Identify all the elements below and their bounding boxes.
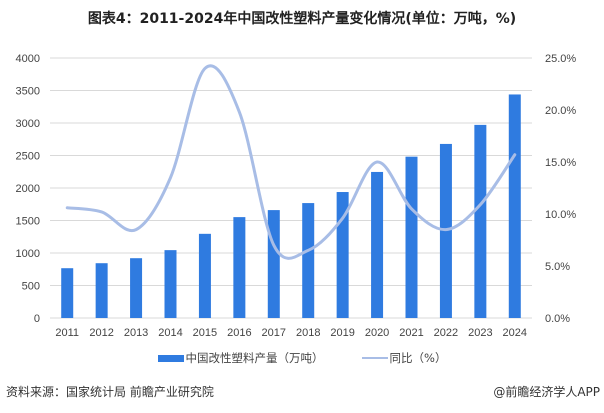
legend-swatch-line (361, 357, 388, 359)
bar-2021 (405, 156, 418, 318)
x-tick-label: 2018 (296, 327, 320, 339)
x-tick-label: 2016 (227, 327, 251, 339)
right-tick-label: 25.0% (545, 53, 576, 65)
x-tick-label: 2013 (124, 327, 148, 339)
bar-2014 (164, 250, 177, 318)
x-tick-label: 2020 (365, 327, 389, 339)
right-tick-label: 15.0% (545, 157, 576, 169)
source-note: 资料来源：国家统计局 前瞻产业研究院 (6, 385, 214, 399)
legend-item-bar: 中国改性塑料产量（万吨） (157, 350, 324, 366)
x-tick-label: 2022 (434, 327, 458, 339)
left-tick-label: 2500 (16, 151, 40, 163)
bar-2024 (508, 94, 521, 318)
legend-item-line: 同比（%） (361, 350, 447, 366)
chart-title: 图表4：2011-2024年中国改性塑料产量变化情况(单位：万吨，%) (87, 11, 517, 27)
x-tick-label: 2012 (89, 327, 113, 339)
legend: 中国改性塑料产量（万吨） 同比（%） (0, 350, 604, 366)
left-tick-label: 4000 (16, 53, 40, 65)
x-tick-label: 2023 (468, 327, 492, 339)
x-tick-label: 2019 (330, 327, 354, 339)
bar-2013 (130, 258, 143, 318)
right-tick-label: 10.0% (545, 209, 576, 221)
brand-credit: @前瞻经济学人APP (493, 385, 600, 399)
chart-area: 0 500 1000 1500 2000 2500 3000 3500 4000 0.0% 5.0%… (16, 53, 577, 339)
x-tick-label: 2011 (55, 327, 79, 339)
left-tick-label: 1500 (16, 216, 40, 228)
bar-2020 (371, 171, 384, 318)
left-tick-label: 3500 (16, 86, 40, 98)
right-tick-label: 5.0% (545, 261, 570, 273)
bar-2017 (267, 210, 280, 318)
x-tick-label: 2021 (399, 327, 423, 339)
left-tick-label: 0 (34, 313, 40, 325)
bar-2015 (198, 233, 211, 318)
bar-2011 (61, 268, 74, 318)
bar-2023 (474, 124, 487, 318)
x-tick-label: 2024 (503, 327, 527, 339)
right-tick-label: 0.0% (545, 313, 570, 325)
left-tick-label: 2000 (16, 183, 40, 195)
legend-swatch-bar (157, 354, 184, 362)
legend-label-line: 同比（%） (389, 351, 447, 365)
x-tick-label: 2017 (262, 327, 286, 339)
x-tick-label: 2014 (158, 327, 182, 339)
legend-label-bar: 中国改性塑料产量（万吨） (185, 351, 324, 365)
yoy-line (65, 64, 517, 260)
left-tick-label: 3000 (16, 118, 40, 130)
bar-2018 (302, 203, 315, 318)
x-tick-label: 2015 (193, 327, 217, 339)
bar-2016 (233, 217, 246, 318)
right-tick-label: 20.0% (545, 105, 576, 117)
bar-2012 (95, 263, 108, 318)
left-tick-label: 1000 (16, 248, 40, 260)
left-tick-label: 500 (22, 281, 40, 293)
